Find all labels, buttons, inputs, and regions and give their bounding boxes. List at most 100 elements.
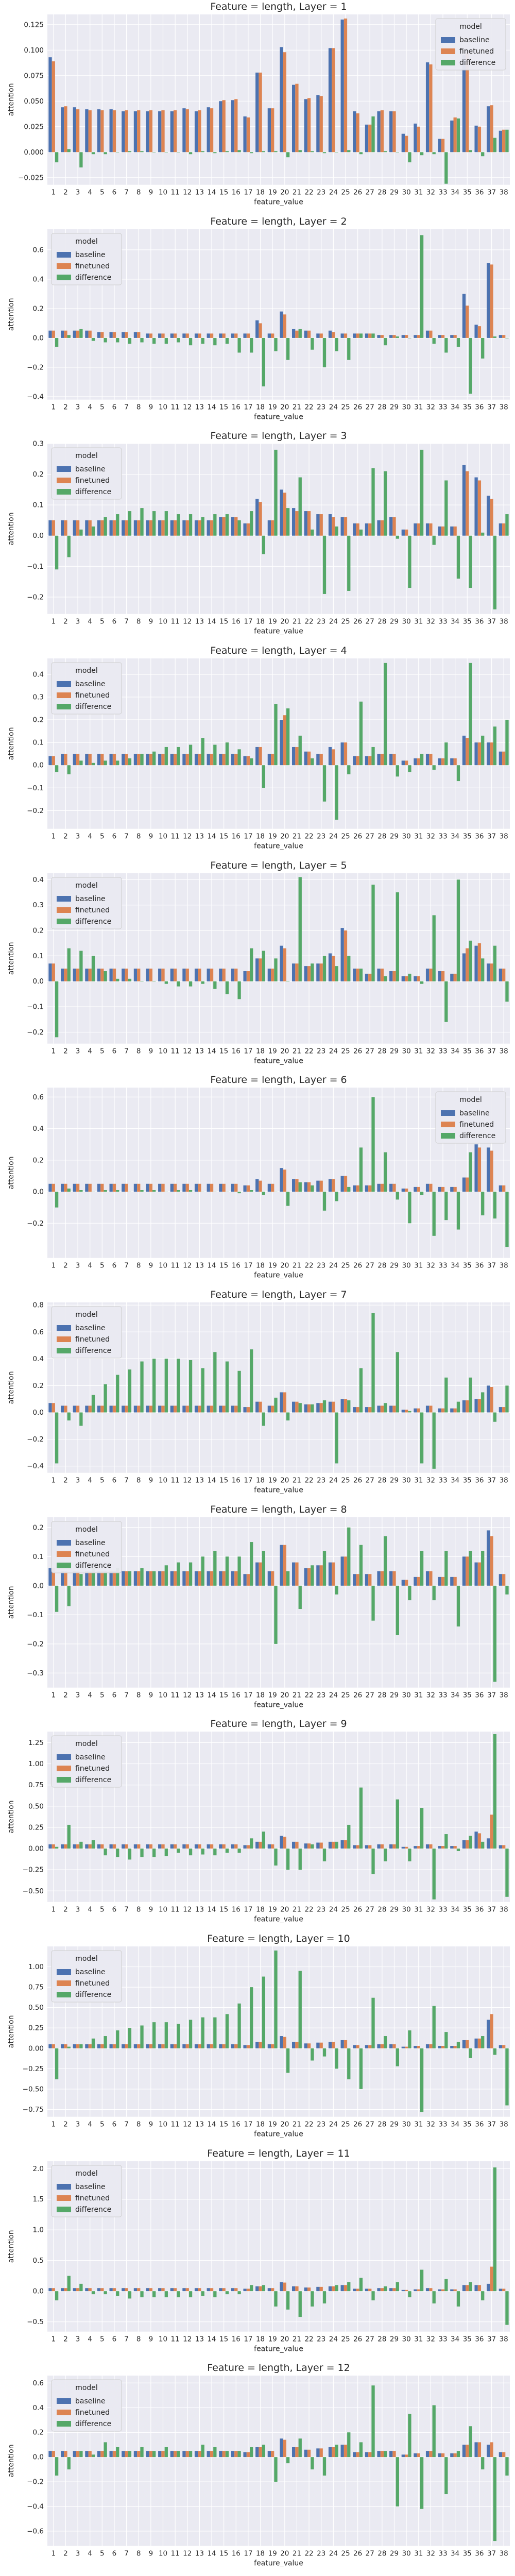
bar-baseline-6 [109, 520, 113, 536]
bar-difference-8 [140, 1568, 144, 1586]
x-tick-label: 15 [219, 618, 228, 626]
bar-difference-5 [104, 1571, 107, 1586]
bar-baseline-18 [255, 2286, 259, 2291]
x-tick-label: 17 [244, 1477, 252, 1485]
bar-finetuned-21 [295, 2447, 299, 2458]
bar-difference-12 [188, 2291, 193, 2297]
bar-baseline-10 [158, 333, 162, 338]
x-tick-label: 37 [487, 1047, 496, 1055]
bar-baseline-3 [73, 2287, 76, 2291]
bar-baseline-3 [73, 968, 76, 981]
bar-finetuned-27 [368, 333, 372, 338]
bar-baseline-1 [48, 330, 52, 338]
bar-baseline-32 [425, 330, 430, 338]
bar-difference-36 [481, 1842, 485, 1849]
bar-finetuned-5 [100, 2287, 104, 2291]
x-tick-label: 36 [475, 2121, 484, 2129]
y-tick-label: 0.3 [33, 693, 44, 701]
legend-label-baseline: baseline [75, 895, 106, 903]
bar-difference-27 [371, 2385, 375, 2458]
bar-difference-2 [67, 149, 71, 152]
bar-finetuned-20 [283, 2282, 286, 2291]
x-tick-label: 24 [329, 1047, 338, 1055]
bar-difference-12 [188, 744, 193, 766]
bar-finetuned-35 [466, 2040, 469, 2048]
x-tick-label: 5 [100, 189, 105, 197]
bar-difference-37 [493, 1412, 496, 1422]
x-tick-label: 36 [475, 1691, 484, 1699]
legend-title: model [75, 1955, 98, 1963]
bar-baseline-3 [73, 107, 76, 152]
x-tick-label: 28 [377, 1477, 386, 1485]
chart-title: Feature = length, Layer = 8 [210, 1504, 347, 1515]
bar-finetuned-37 [490, 1815, 493, 1849]
x-tick-label: 24 [329, 2335, 338, 2343]
bar-finetuned-34 [453, 1846, 457, 1849]
x-tick-label: 15 [219, 189, 228, 197]
bar-baseline-28 [377, 334, 381, 338]
x-tick-label: 3 [76, 1477, 80, 1485]
bar-finetuned-15 [222, 2451, 226, 2458]
bar-finetuned-17 [246, 1407, 250, 1413]
x-axis-label: feature_value [254, 198, 303, 207]
bar-finetuned-28 [380, 2287, 384, 2291]
x-tick-label: 5 [100, 2335, 105, 2343]
bar-baseline-35 [462, 953, 466, 981]
bar-baseline-19 [267, 2287, 271, 2291]
legend-swatch-baseline [57, 466, 72, 472]
bar-difference-19 [274, 151, 278, 152]
bar-finetuned-35 [466, 2445, 469, 2458]
bar-finetuned-2 [64, 2287, 67, 2291]
bar-difference-22 [311, 337, 314, 350]
bar-difference-7 [128, 758, 132, 766]
x-tick-label: 13 [195, 1691, 204, 1699]
bar-difference-17 [250, 1190, 253, 1192]
bar-difference-4 [91, 1568, 95, 1586]
bar-baseline-13 [194, 520, 198, 536]
bar-baseline-6 [109, 754, 113, 766]
legend-label-finetuned: finetuned [75, 2194, 110, 2202]
y-tick-label: 0.6 [33, 2379, 44, 2387]
legend-swatch-baseline [57, 681, 72, 687]
bar-baseline-8 [133, 111, 138, 152]
bar-finetuned-10 [161, 333, 165, 338]
y-tick-label: 1.0 [33, 2226, 44, 2234]
bar-difference-4 [91, 762, 95, 766]
bar-finetuned-12 [185, 109, 189, 152]
bar-finetuned-3 [76, 1184, 80, 1192]
bar-finetuned-38 [502, 2452, 506, 2458]
bar-difference-33 [444, 152, 448, 184]
x-tick-label: 14 [207, 2335, 216, 2343]
y-tick-label: 0.2 [33, 304, 44, 313]
bar-baseline-11 [170, 520, 174, 536]
legend-swatch-finetuned [57, 1980, 72, 1986]
bar-baseline-33 [438, 139, 441, 152]
bar-difference-25 [347, 956, 351, 981]
bar-finetuned-22 [307, 1568, 311, 1586]
bar-baseline-23 [316, 2286, 320, 2291]
x-tick-label: 33 [438, 2550, 447, 2558]
x-tick-label: 28 [377, 1262, 386, 1270]
x-tick-label: 28 [377, 2121, 386, 2129]
bar-finetuned-4 [88, 2451, 92, 2458]
bar-baseline-7 [122, 520, 125, 536]
bar-difference-13 [201, 1556, 204, 1586]
bar-finetuned-23 [319, 96, 323, 152]
bar-difference-25 [347, 765, 351, 774]
legend-swatch-difference [57, 489, 72, 495]
bar-baseline-35 [462, 735, 466, 766]
bar-difference-9 [152, 1571, 156, 1586]
bar-finetuned-13 [198, 2044, 201, 2048]
bar-baseline-18 [255, 320, 259, 338]
bar-finetuned-26 [356, 2045, 359, 2048]
x-tick-label: 28 [377, 833, 386, 841]
bar-baseline-9 [146, 2451, 149, 2458]
bar-difference-18 [262, 1192, 266, 1195]
bar-finetuned-18 [259, 323, 262, 338]
x-tick-label: 7 [124, 1262, 129, 1270]
bar-difference-3 [79, 1842, 83, 1849]
plot-background [47, 229, 510, 400]
bar-baseline-23 [316, 95, 320, 152]
